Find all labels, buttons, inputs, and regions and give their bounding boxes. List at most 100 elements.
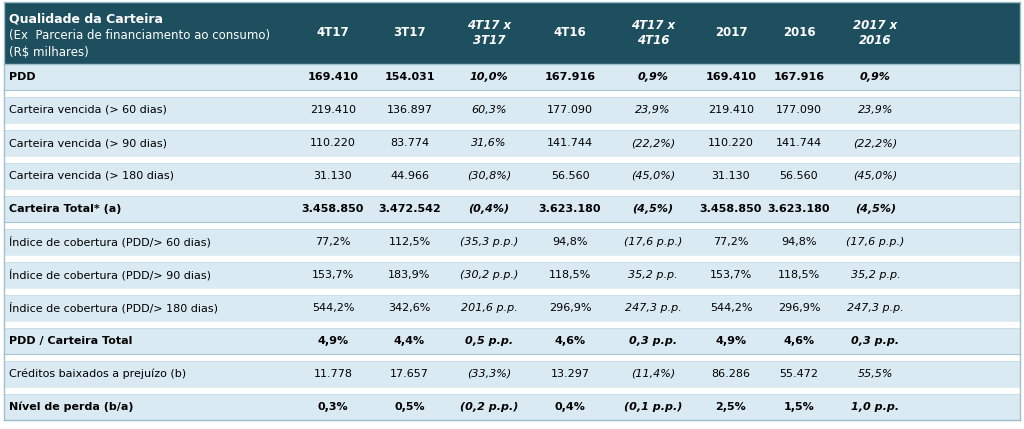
Text: 3.458.850: 3.458.850	[699, 204, 762, 214]
Bar	[4, 97, 1020, 123]
Text: Nível de perda (b/a): Nível de perda (b/a)	[9, 402, 133, 412]
Text: (17,6 p.p.): (17,6 p.p.)	[846, 237, 904, 247]
Bar	[4, 321, 1020, 328]
Bar	[4, 156, 1020, 163]
Text: 4,9%: 4,9%	[317, 336, 348, 346]
Text: 4,6%: 4,6%	[554, 336, 586, 346]
Text: 544,2%: 544,2%	[710, 303, 753, 313]
Text: Carteira vencida (> 180 dias): Carteira vencida (> 180 dias)	[9, 171, 174, 181]
Bar	[4, 123, 1020, 130]
Text: 177.090: 177.090	[776, 105, 822, 115]
Text: 0,9%: 0,9%	[860, 72, 891, 82]
Text: 247,3 p.p.: 247,3 p.p.	[625, 303, 681, 313]
Bar	[4, 354, 1020, 361]
Text: 0,5 p.p.: 0,5 p.p.	[465, 336, 513, 346]
Text: 4T17 x
4T16: 4T17 x 4T16	[631, 19, 675, 47]
Text: 2017 x
2016: 2017 x 2016	[853, 19, 898, 47]
Bar	[4, 229, 1020, 255]
Text: 55,5%: 55,5%	[858, 369, 893, 379]
Bar	[4, 361, 1020, 387]
Text: 4T17: 4T17	[316, 27, 349, 39]
Text: (45,0%): (45,0%)	[631, 171, 675, 181]
Text: 2016: 2016	[782, 27, 815, 39]
Text: 183,9%: 183,9%	[388, 270, 431, 280]
Text: 83.774: 83.774	[390, 138, 429, 148]
Bar	[4, 64, 1020, 90]
Text: 342,6%: 342,6%	[388, 303, 431, 313]
Text: 0,3%: 0,3%	[317, 402, 348, 412]
Text: 177.090: 177.090	[547, 105, 593, 115]
Text: 17.657: 17.657	[390, 369, 429, 379]
Text: (R$ milhares): (R$ milhares)	[9, 46, 89, 59]
Text: 112,5%: 112,5%	[388, 237, 431, 247]
Text: 23,9%: 23,9%	[858, 105, 893, 115]
Text: PDD: PDD	[9, 72, 36, 82]
Text: 141.744: 141.744	[547, 138, 593, 148]
Text: Índice de cobertura (PDD/> 180 dias): Índice de cobertura (PDD/> 180 dias)	[9, 302, 218, 314]
Text: (33,3%): (33,3%)	[467, 369, 511, 379]
Bar	[4, 2, 1020, 64]
Text: 0,3 p.p.: 0,3 p.p.	[629, 336, 677, 346]
Bar	[4, 255, 1020, 262]
Text: 1,5%: 1,5%	[783, 402, 814, 412]
Text: 31,6%: 31,6%	[471, 138, 507, 148]
Text: 2,5%: 2,5%	[716, 402, 746, 412]
Text: (30,8%): (30,8%)	[467, 171, 511, 181]
Bar	[4, 189, 1020, 196]
Text: 55.472: 55.472	[779, 369, 818, 379]
Bar	[4, 222, 1020, 229]
Text: Qualidade da Carteira: Qualidade da Carteira	[9, 12, 163, 25]
Text: (35,3 p.p.): (35,3 p.p.)	[460, 237, 518, 247]
Bar	[4, 163, 1020, 189]
Text: 4T17 x
3T17: 4T17 x 3T17	[467, 19, 511, 47]
Text: Carteira vencida (> 60 dias): Carteira vencida (> 60 dias)	[9, 105, 167, 115]
Text: 3.458.850: 3.458.850	[302, 204, 365, 214]
Text: Índice de cobertura (PDD/> 90 dias): Índice de cobertura (PDD/> 90 dias)	[9, 269, 211, 281]
Text: 44.966: 44.966	[390, 171, 429, 181]
Text: 544,2%: 544,2%	[311, 303, 354, 313]
Text: PDD / Carteira Total: PDD / Carteira Total	[9, 336, 132, 346]
Text: 31.130: 31.130	[313, 171, 352, 181]
Text: (0,2 p.p.): (0,2 p.p.)	[460, 402, 518, 412]
Bar	[4, 196, 1020, 222]
Bar	[4, 387, 1020, 394]
Text: 0,5%: 0,5%	[394, 402, 425, 412]
Text: 3.623.180: 3.623.180	[768, 204, 830, 214]
Text: 35,2 p.p.: 35,2 p.p.	[628, 270, 678, 280]
Text: Créditos baixados a prejuízo (b): Créditos baixados a prejuízo (b)	[9, 369, 186, 379]
Text: (22,2%): (22,2%)	[631, 138, 675, 148]
Text: 296,9%: 296,9%	[549, 303, 591, 313]
Bar	[4, 90, 1020, 97]
Text: 60,3%: 60,3%	[471, 105, 507, 115]
Text: 136.897: 136.897	[386, 105, 432, 115]
Text: 23,9%: 23,9%	[635, 105, 671, 115]
Text: (4,5%): (4,5%)	[633, 204, 674, 214]
Bar	[4, 295, 1020, 321]
Text: 77,2%: 77,2%	[315, 237, 351, 247]
Text: (22,2%): (22,2%)	[853, 138, 898, 148]
Text: 0,9%: 0,9%	[638, 72, 669, 82]
Bar	[4, 328, 1020, 354]
Text: 11.778: 11.778	[313, 369, 352, 379]
Text: 0,3 p.p.: 0,3 p.p.	[851, 336, 899, 346]
Text: 3T17: 3T17	[393, 27, 426, 39]
Text: 56.560: 56.560	[551, 171, 590, 181]
Text: 94,8%: 94,8%	[781, 237, 817, 247]
Text: (30,2 p.p.): (30,2 p.p.)	[460, 270, 518, 280]
Text: Carteira vencida (> 90 dias): Carteira vencida (> 90 dias)	[9, 138, 167, 148]
Text: 86.286: 86.286	[712, 369, 751, 379]
Text: 1,0 p.p.: 1,0 p.p.	[851, 402, 899, 412]
Text: 13.297: 13.297	[551, 369, 590, 379]
Text: (17,6 p.p.): (17,6 p.p.)	[624, 237, 682, 247]
Text: 4,6%: 4,6%	[783, 336, 814, 346]
Text: 247,3 p.p.: 247,3 p.p.	[847, 303, 904, 313]
Text: Carteira Total* (a): Carteira Total* (a)	[9, 204, 122, 214]
Text: 110.220: 110.220	[310, 138, 356, 148]
Text: Índice de cobertura (PDD/> 60 dias): Índice de cobertura (PDD/> 60 dias)	[9, 236, 211, 248]
Text: 94,8%: 94,8%	[552, 237, 588, 247]
Text: 141.744: 141.744	[776, 138, 822, 148]
Text: (0,1 p.p.): (0,1 p.p.)	[624, 402, 682, 412]
Text: 167.916: 167.916	[545, 72, 596, 82]
Text: (45,0%): (45,0%)	[853, 171, 898, 181]
Text: 118,5%: 118,5%	[549, 270, 591, 280]
